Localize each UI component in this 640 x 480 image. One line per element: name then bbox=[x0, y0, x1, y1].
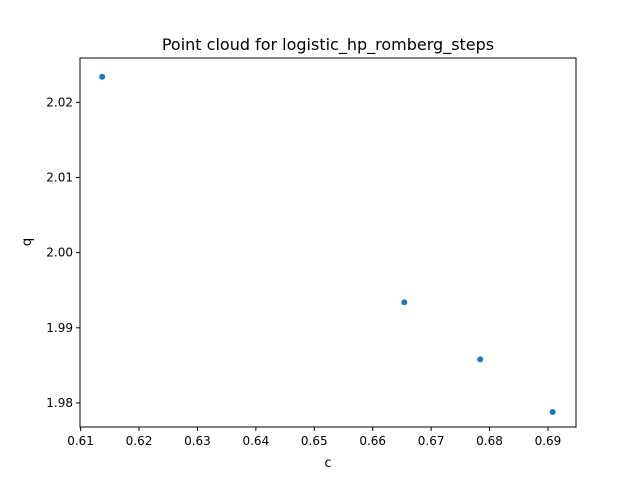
data-point bbox=[477, 356, 484, 363]
x-tick-label: 0.63 bbox=[184, 434, 211, 448]
y-tick-label: 2.00 bbox=[46, 246, 73, 260]
x-tick-label: 0.61 bbox=[67, 434, 94, 448]
y-tick-label: 1.98 bbox=[46, 396, 73, 410]
axis-ticks: 0.61 0.62 0.63 0.64 0.65 0.66 0.67 0.68 0.69 1.98… bbox=[46, 95, 561, 448]
y-tick-label: 2.01 bbox=[46, 170, 73, 184]
x-tick-label: 0.66 bbox=[359, 434, 386, 448]
y-axis-label: q bbox=[20, 238, 35, 246]
axes-frame bbox=[79, 57, 577, 428]
y-tick-label: 2.02 bbox=[46, 95, 73, 109]
x-tick-label: 0.64 bbox=[242, 434, 269, 448]
x-tick-label: 0.65 bbox=[301, 434, 328, 448]
x-tick-label: 0.68 bbox=[476, 434, 503, 448]
chart-title: Point cloud for logistic_hp_romberg_step… bbox=[162, 35, 494, 55]
x-tick-label: 0.67 bbox=[418, 434, 445, 448]
x-axis-label: c bbox=[324, 456, 331, 471]
x-tick-label: 0.62 bbox=[126, 434, 153, 448]
x-tick-label: 0.69 bbox=[535, 434, 562, 448]
plot-area bbox=[99, 73, 556, 415]
y-tick-label: 1.99 bbox=[46, 321, 73, 335]
data-point bbox=[549, 408, 556, 415]
data-point bbox=[401, 299, 408, 306]
data-point bbox=[99, 73, 106, 80]
